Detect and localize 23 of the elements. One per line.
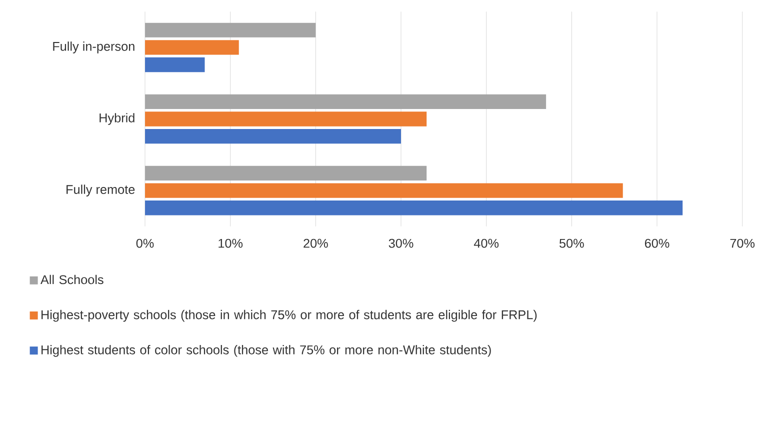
legend-label: All Schools [40,274,104,284]
x-tick-label: 70% [730,238,755,248]
bar [145,112,427,126]
legend-label: Highest students of color schools (those with 75% or more non-White students) [42,345,491,357]
y-tick-label: Fully in-person [53,42,134,54]
x-tick-label: 60% [644,238,670,248]
x-tick-label: 0% [136,238,154,248]
legend-label: Highest-poverty schools (those in which 75% or more of students are eligible for FRPL) [42,310,537,322]
x-tick-label: 40% [474,238,499,248]
bar [145,40,239,55]
bar [145,200,683,216]
bar [145,22,316,38]
bar [145,128,402,144]
x-tick-label: 50% [559,238,584,248]
y-tick-label: Hybrid [100,113,134,125]
x-tick-label: 30% [388,238,414,248]
bar [145,166,427,181]
x-tick-label: 10% [218,238,243,248]
y-tick-label: Fully remote [66,184,135,196]
x-tick-label: 20% [304,238,328,248]
bar [145,94,546,109]
bar [145,57,205,72]
bar [145,183,623,198]
